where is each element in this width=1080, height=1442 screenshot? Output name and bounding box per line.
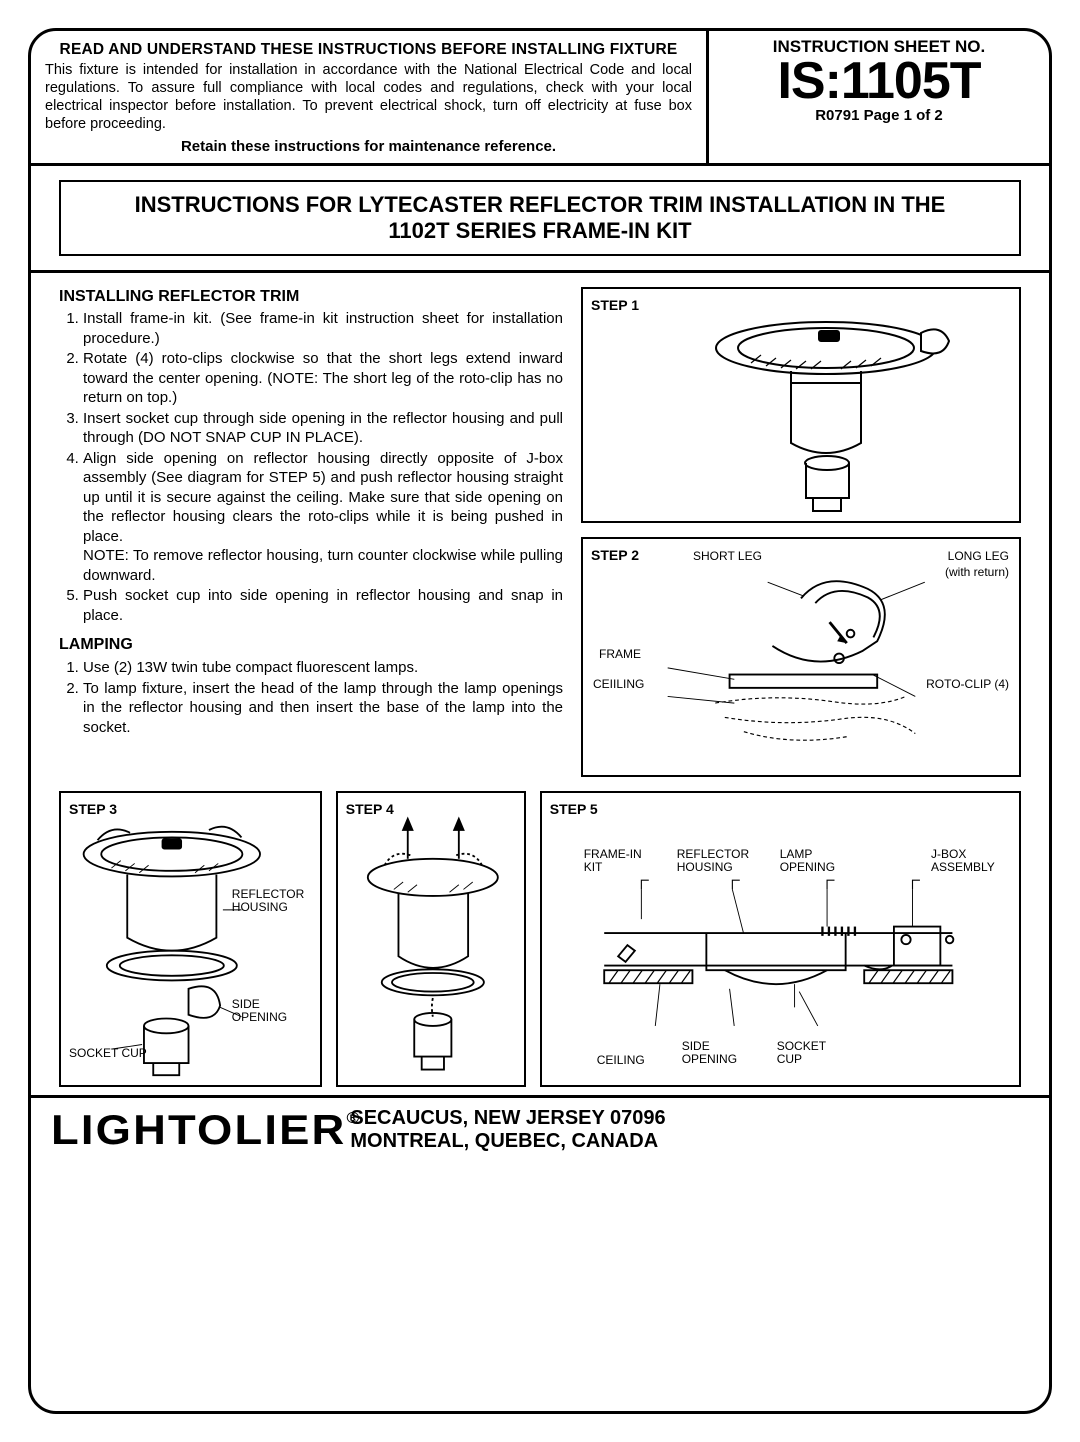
- page-info: R0791 Page 1 of 2: [719, 107, 1039, 124]
- page-frame: READ AND UNDERSTAND THESE INSTRUCTIONS B…: [28, 28, 1052, 1414]
- step1-label: STEP 1: [591, 297, 1011, 313]
- step4-diagram: [346, 817, 516, 1077]
- step5-label: STEP 5: [550, 801, 1011, 817]
- header-description: This fixture is intended for installatio…: [45, 61, 692, 134]
- instructions-column: INSTALLING REFLECTOR TRIM Install frame-…: [59, 287, 563, 777]
- address-line-2: MONTREAL, QUEBEC, CANADA: [350, 1130, 665, 1153]
- installing-list: Install frame-in kit. (See frame-in kit …: [59, 309, 563, 625]
- install-step-4: Align side opening on reflector housing …: [83, 449, 563, 586]
- step2-longleg-note: (with return): [945, 565, 1009, 579]
- step3-label: STEP 3: [69, 801, 312, 817]
- step3-reflector-text: REFLECTOR HOUSING: [232, 888, 312, 914]
- address-block: SECAUCUS, NEW JERSEY 07096 MONTREAL, QUE…: [350, 1107, 665, 1153]
- step1-diagram: [591, 313, 1011, 513]
- step1-box: STEP 1: [581, 287, 1021, 523]
- step2-label: STEP 2: [591, 547, 639, 563]
- lamping-heading: LAMPING: [59, 635, 563, 656]
- header-warning: READ AND UNDERSTAND THESE INSTRUCTIONS B…: [45, 41, 692, 59]
- header-left: READ AND UNDERSTAND THESE INSTRUCTIONS B…: [31, 31, 709, 163]
- title-band: INSTRUCTIONS FOR LYTECASTER REFLECTOR TR…: [31, 166, 1049, 273]
- step2-longleg-callout: LONG LEG: [948, 549, 1009, 563]
- step3-sideopen-callout: SIDE OPENING: [232, 998, 302, 1024]
- step4-box: STEP 4: [336, 791, 526, 1087]
- step3-socketcup-callout: SOCKET CUP: [69, 1046, 147, 1060]
- lamping-step-1: Use (2) 13W twin tube compact fluorescen…: [83, 658, 563, 678]
- header-right: INSTRUCTION SHEET NO. IS:1105T R0791 Pag…: [709, 31, 1049, 163]
- step2-shortleg-callout: SHORT LEG: [693, 549, 762, 563]
- step5-box: STEP 5 FRAME-IN KIT REFLECTOR HOUSING LA…: [540, 791, 1021, 1087]
- step5-reflector-callout: REFLECTOR HOUSING: [677, 848, 747, 874]
- install-step-3: Insert socket cup through side opening i…: [83, 409, 563, 448]
- step5-jbox-callout: J-BOX ASSEMBLY: [931, 848, 1001, 874]
- registered-icon: ®: [346, 1110, 361, 1127]
- step5-ceiling-callout: CEILING: [597, 1053, 645, 1067]
- step5-lamp-callout: LAMP OPENING: [780, 848, 840, 874]
- step-right-column: STEP 1: [581, 287, 1021, 777]
- step3-reflector-callout: REFLECTOR HOUSING: [232, 888, 312, 914]
- title-line-2: 1102T SERIES FRAME-IN KIT: [69, 218, 1011, 244]
- install-step-1: Install frame-in kit. (See frame-in kit …: [83, 309, 563, 348]
- step5-socketcup-callout: SOCKET CUP: [777, 1040, 837, 1066]
- step2-frame-callout: FRAME: [599, 647, 641, 661]
- brand-text: LIGHTOLIER: [51, 1106, 346, 1153]
- step2-diagram: [591, 565, 1011, 765]
- footer: LIGHTOLIER® SECAUCUS, NEW JERSEY 07096 M…: [31, 1098, 1049, 1160]
- header-retain: Retain these instructions for maintenanc…: [45, 138, 692, 155]
- brand-logo: LIGHTOLIER®: [51, 1106, 361, 1154]
- lamping-list: Use (2) 13W twin tube compact fluorescen…: [59, 658, 563, 737]
- step3-diagram: [69, 817, 312, 1077]
- step4-label: STEP 4: [346, 801, 516, 817]
- main-top-row: INSTALLING REFLECTOR TRIM Install frame-…: [59, 287, 1021, 777]
- step5-sideopen-callout: SIDE OPENING: [682, 1040, 742, 1066]
- install-step-2: Rotate (4) roto-clips clockwise so that …: [83, 349, 563, 408]
- installing-heading: INSTALLING REFLECTOR TRIM: [59, 287, 563, 308]
- title-box: INSTRUCTIONS FOR LYTECASTER REFLECTOR TR…: [59, 180, 1021, 256]
- is-number: IS:1105T: [719, 55, 1039, 107]
- lamping-step-2: To lamp fixture, insert the head of the …: [83, 679, 563, 738]
- main-content: INSTALLING REFLECTOR TRIM Install frame-…: [31, 273, 1049, 1098]
- title-line-1: INSTRUCTIONS FOR LYTECASTER REFLECTOR TR…: [69, 192, 1011, 218]
- step3-box: STEP 3 REFLECTOR HOUSING SIDE OPENING SO…: [59, 791, 322, 1087]
- step2-rotoclip-callout: ROTO-CLIP (4): [926, 677, 1009, 691]
- step2-box: STEP 2 SHORT LEG LONG LEG (with return) …: [581, 537, 1021, 777]
- install-step-5: Push socket cup into side opening in ref…: [83, 586, 563, 625]
- steps-bottom-row: STEP 3 REFLECTOR HOUSING SIDE OPENING SO…: [59, 791, 1021, 1087]
- header-row: READ AND UNDERSTAND THESE INSTRUCTIONS B…: [31, 31, 1049, 166]
- step5-framein-callout: FRAME-IN KIT: [584, 848, 644, 874]
- address-line-1: SECAUCUS, NEW JERSEY 07096: [350, 1107, 665, 1130]
- step2-ceiling-callout: CEIILING: [593, 677, 644, 691]
